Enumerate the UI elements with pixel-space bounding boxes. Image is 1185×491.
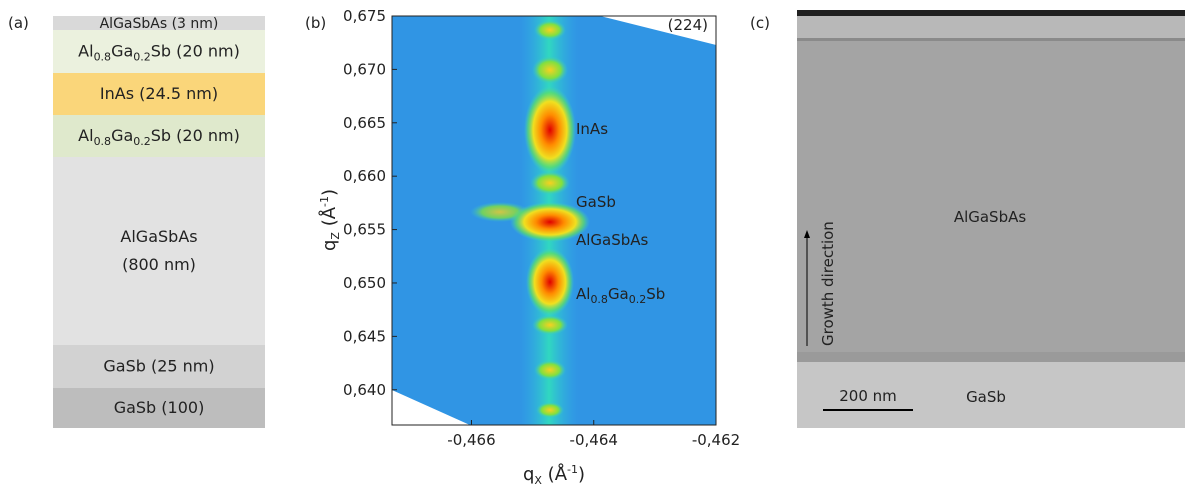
- rich-text: AlGaSbAs: [576, 231, 649, 249]
- layer: [53, 115, 265, 157]
- y-tick-label: 0,655: [343, 221, 386, 239]
- text-part: Al: [78, 126, 93, 145]
- rich-text: InAs (24.5 nm): [100, 84, 218, 103]
- axes: 0,640 0,645 0,650 0,655 0,660 0,665 0,670 0,675…: [318, 7, 740, 487]
- text-part: Al: [576, 285, 590, 303]
- text-part: ): [319, 189, 340, 196]
- text-part: AlGaSbAs: [576, 231, 649, 249]
- subscript: 0.8: [94, 51, 112, 64]
- layer-stack: AlGaSbAs (3 nm)Al0.8Ga0.2Sb (20 nm)InAs …: [53, 16, 265, 428]
- rich-text: InAs: [576, 120, 608, 138]
- y-tick-label: 0,650: [343, 274, 386, 292]
- subscript: X: [534, 474, 542, 487]
- rich-text: Al0.8Ga0.2Sb: [576, 285, 665, 306]
- panel-label: (c): [750, 14, 770, 32]
- text-part: AlGaSbAs (3 nm): [100, 16, 219, 32]
- layer-label: AlGaSbAs: [954, 208, 1027, 226]
- x-tick-label: -0,466: [447, 431, 495, 449]
- rich-text: GaSb (100): [114, 398, 205, 417]
- subscript: 0.2: [133, 135, 151, 148]
- direction-label: Growth direction: [819, 221, 837, 346]
- text-part: GaSb: [576, 193, 616, 211]
- text-part: Ga: [608, 285, 629, 303]
- x-tick-label: -0,462: [692, 431, 740, 449]
- layer: [53, 16, 265, 30]
- text-part: (Å: [318, 206, 340, 232]
- text-part: Sb (20 nm): [151, 126, 240, 145]
- layer: [53, 388, 265, 428]
- rich-text: Al0.8Ga0.2Sb (20 nm): [78, 126, 240, 148]
- text-part: Sb: [646, 285, 665, 303]
- text-part: AlGaSbAs: [120, 227, 197, 246]
- y-tick-label: 0,675: [343, 7, 386, 25]
- text-part: GaSb (25 nm): [103, 357, 214, 376]
- x-tick-label: -0,464: [570, 431, 618, 449]
- rich-text: GaSb (25 nm): [103, 357, 214, 376]
- subscript: 0.2: [133, 51, 151, 64]
- text-part: Al: [78, 42, 93, 61]
- rich-text: Al0.8Ga0.2Sb (20 nm): [78, 42, 240, 64]
- layer: [53, 30, 265, 73]
- subscript: Z: [329, 232, 342, 240]
- y-tick-label: 0,670: [343, 60, 386, 78]
- panel-label: (a): [8, 14, 29, 32]
- text-part: InAs: [576, 120, 608, 138]
- scale-label: 200 nm: [839, 387, 897, 405]
- subscript: -1: [567, 463, 578, 476]
- y-tick-label: 0,665: [343, 114, 386, 132]
- rich-text: GaSb: [576, 193, 616, 211]
- layer: [53, 345, 265, 388]
- subscript: 0.8: [94, 135, 112, 148]
- text-part: Ga: [111, 42, 133, 61]
- rich-text: AlGaSbAs: [120, 227, 197, 246]
- y-tick-label: 0,660: [343, 167, 386, 185]
- layer: [53, 157, 265, 345]
- tem-image: [797, 10, 1185, 428]
- subscript: 0.8: [590, 293, 608, 306]
- text-part: InAs (24.5 nm): [100, 84, 218, 103]
- y-tick-label: 0,640: [343, 381, 386, 399]
- plot-frame: [391, 15, 717, 426]
- subscript: 0.2: [629, 293, 647, 306]
- rsm-map: [392, 16, 716, 425]
- y-tick-label: 0,645: [343, 327, 386, 345]
- text-part: (Å: [542, 463, 568, 485]
- layer: [53, 73, 265, 115]
- subscript: -1: [318, 196, 331, 207]
- text-part: q: [319, 240, 340, 251]
- panel-label: (b): [305, 14, 326, 32]
- corner-label: (224): [668, 16, 708, 34]
- rich-text: qZ (Å-1): [318, 189, 342, 251]
- substrate-label: GaSb: [966, 388, 1006, 406]
- text-part: ): [578, 464, 585, 485]
- text-part: GaSb (100): [114, 398, 205, 417]
- rich-text: (800 nm): [122, 255, 196, 274]
- rich-text: qX (Å-1): [523, 463, 585, 487]
- text-part: (800 nm): [122, 255, 196, 274]
- text-part: Sb (20 nm): [151, 42, 240, 61]
- text-part: q: [523, 464, 534, 485]
- text-part: Ga: [111, 126, 133, 145]
- rich-text: AlGaSbAs (3 nm): [100, 16, 219, 32]
